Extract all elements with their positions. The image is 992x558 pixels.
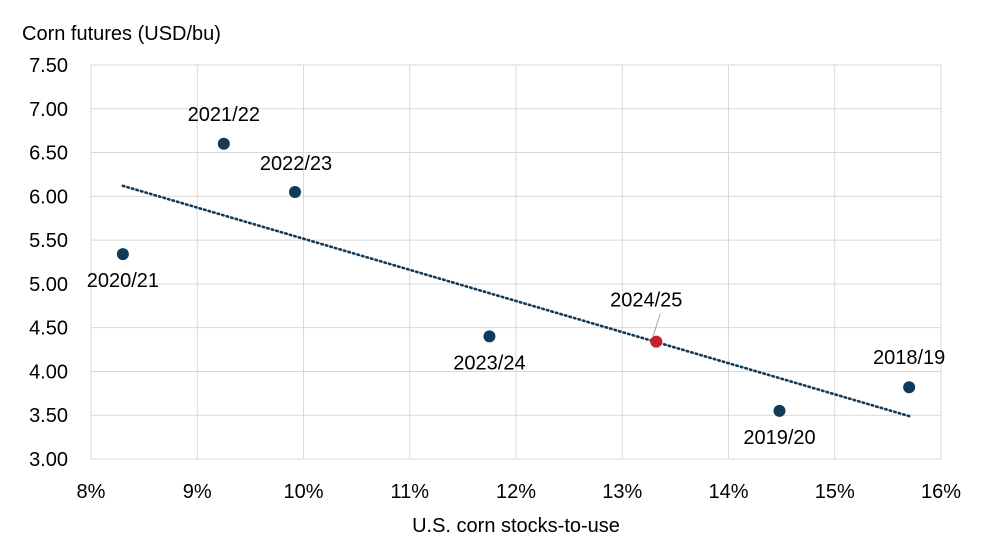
data-point-2023-24 [483, 330, 496, 343]
y-tick-label: 4.00 [29, 361, 68, 383]
x-tick-label: 9% [183, 481, 212, 503]
data-point-2018-19 [903, 381, 916, 394]
data-point-2019-20 [773, 404, 786, 417]
point-label: 2022/23 [260, 153, 332, 175]
y-tick-label: 5.50 [29, 230, 68, 252]
x-tick-label: 13% [602, 481, 642, 503]
data-point-2022-23 [289, 185, 301, 198]
y-tick-label: 3.00 [29, 449, 68, 471]
y-tick-label: 6.00 [29, 186, 68, 208]
x-tick-labels: 8% 9% 10% 11% 12% 13% 14% 15% 16% [77, 481, 962, 503]
trendline [121, 184, 911, 418]
y-tick-label: 7.50 [29, 55, 68, 77]
y-axis-title: Corn futures (USD/bu) [22, 23, 221, 45]
point-label: 2020/21 [87, 270, 159, 292]
y-tick-label: 5.00 [29, 274, 68, 296]
x-tick-label: 12% [496, 481, 536, 503]
y-tick-label: 7.00 [29, 99, 68, 121]
x-tick-label: 11% [390, 481, 429, 503]
x-axis-title: U.S. corn stocks-to-use [412, 515, 620, 537]
point-label: 2024/25 [610, 290, 682, 312]
x-tick-label: 8% [77, 481, 106, 503]
point-label: 2019/20 [743, 427, 815, 449]
y-tick-label: 4.50 [29, 318, 68, 340]
x-tick-label: 15% [815, 481, 855, 503]
trendline-layer [121, 184, 911, 418]
point-label: 2018/19 [873, 347, 945, 369]
y-tick-labels: 3.00 3.50 4.00 4.50 5.00 5.50 6.00 6.50 7.00 7.50 [29, 55, 68, 471]
point-label: 2021/22 [188, 104, 260, 126]
data-points [116, 137, 916, 417]
y-tick-label: 3.50 [29, 405, 68, 427]
x-tick-label: 16% [921, 481, 961, 503]
x-tick-label: 14% [708, 481, 748, 503]
point-label: 2023/24 [453, 352, 525, 374]
y-tick-label: 6.50 [29, 143, 68, 165]
data-point-2024-25 [650, 335, 663, 348]
data-point-2020-21 [116, 248, 129, 261]
gridlines [90, 64, 942, 460]
x-tick-label: 10% [283, 481, 323, 503]
point-labels: 2020/21 2021/22 2022/23 2023/24 2024/25 2019/… [87, 104, 946, 449]
callout-leader-line [652, 313, 661, 336]
data-point-2021-22 [217, 137, 230, 150]
